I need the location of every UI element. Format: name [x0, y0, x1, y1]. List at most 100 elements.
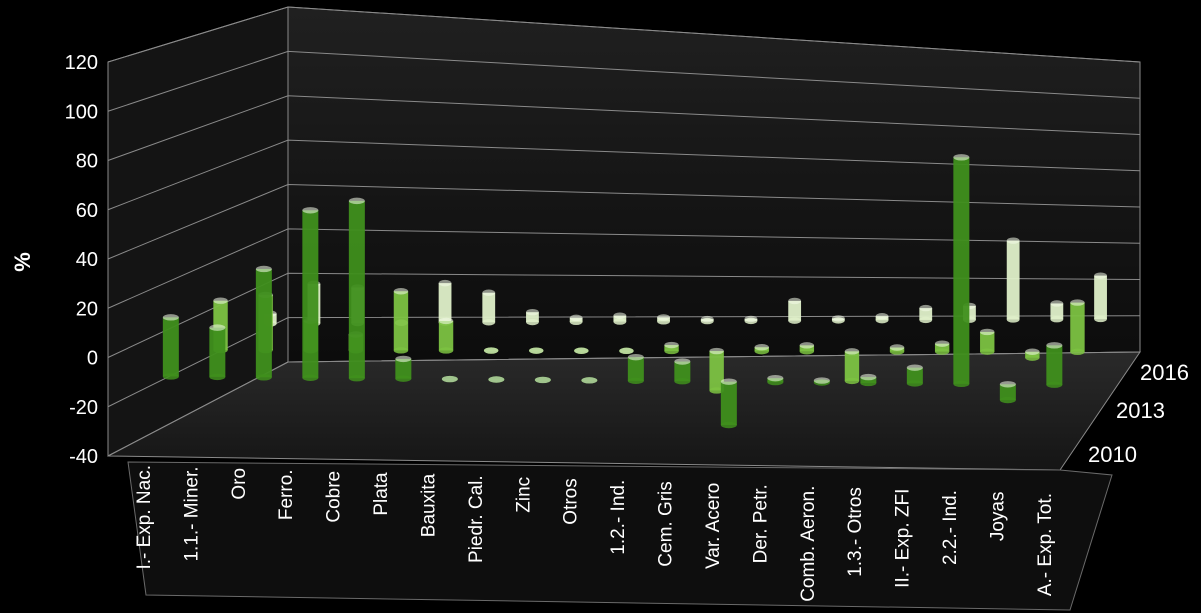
- bar-top: [569, 314, 583, 322]
- bar-top: [213, 297, 228, 304]
- x-tick-label: Plata: [371, 472, 392, 516]
- bar: [529, 347, 544, 354]
- bar-top: [799, 342, 815, 349]
- bar: [664, 341, 679, 355]
- bar: [1070, 299, 1085, 356]
- bar-bottom: [1006, 316, 1020, 323]
- bar-top: [302, 207, 319, 214]
- bar: [799, 342, 815, 355]
- bar-top: [1006, 237, 1020, 244]
- bar-top: [709, 347, 724, 355]
- x-tick-labels: I.- Exp. Nac. 1.1.- Miner. Oro Ferro. Cobre P…: [134, 465, 1056, 602]
- bar: [720, 378, 737, 429]
- gridline: [107, 228, 1141, 309]
- series-depth-label: 2016: [1140, 360, 1189, 385]
- bar: [831, 315, 845, 324]
- gridline: [107, 183, 1141, 260]
- gridline: [107, 6, 1141, 63]
- bar-top: [529, 347, 544, 354]
- bar-body: [953, 157, 970, 384]
- bar: [395, 355, 412, 382]
- bar-body: [1094, 275, 1107, 319]
- bar-bottom: [302, 374, 319, 381]
- series-depth-label: 2013: [1116, 398, 1165, 423]
- bar-bottom: [906, 380, 923, 387]
- bar-bottom: [860, 379, 877, 387]
- bar: [438, 317, 454, 354]
- floor-front: [127, 461, 1113, 611]
- bar: [844, 348, 860, 385]
- series-depth-labels: 2010 2013 2016: [1088, 360, 1189, 467]
- bar: [754, 344, 769, 355]
- bar: [393, 288, 409, 354]
- bar-bottom: [934, 348, 950, 355]
- bar: [1025, 348, 1040, 361]
- bar-top: [438, 279, 452, 287]
- x-tick-label: Cobre: [324, 471, 345, 523]
- bar-bottom: [255, 374, 272, 381]
- y-tick-label: 80: [76, 151, 98, 173]
- bar-bottom: [209, 373, 226, 381]
- bar: [569, 314, 583, 326]
- bar: [255, 265, 272, 381]
- x-tick-label: Zinc: [513, 477, 534, 513]
- bar-bottom: [482, 319, 496, 326]
- bar-bottom: [613, 318, 627, 325]
- bar: [788, 297, 802, 324]
- bar: [906, 364, 923, 387]
- bar: [483, 347, 499, 354]
- bar-body: [919, 308, 933, 320]
- x-tick-label: 1.3.- Otros: [845, 487, 866, 577]
- bar-body: [720, 381, 737, 426]
- bar-bottom: [674, 378, 691, 385]
- x-tick-label: 1.1.- Miner.: [181, 466, 202, 561]
- bar-top: [700, 315, 714, 323]
- x-tick-label: Oro: [229, 468, 250, 500]
- bar: [627, 353, 644, 384]
- bar-body: [906, 367, 923, 384]
- bar-top: [526, 308, 539, 316]
- bar-body: [255, 268, 272, 378]
- bar-body: [302, 210, 319, 378]
- bar-top: [627, 353, 644, 361]
- bar-body: [209, 327, 226, 377]
- bar-top: [934, 340, 950, 347]
- x-tick-label: II.- Exp. ZFI: [893, 489, 914, 588]
- bar: [999, 381, 1016, 404]
- bar-top: [483, 347, 499, 354]
- bars: [162, 154, 1107, 429]
- bar: [889, 344, 905, 355]
- bar-top: [1046, 342, 1063, 349]
- bar-top: [393, 288, 409, 295]
- bar: [934, 340, 950, 355]
- y-tick-label: 20: [76, 298, 98, 320]
- bar-body: [162, 317, 179, 377]
- bar-bottom: [999, 396, 1016, 404]
- bar-bottom: [664, 347, 679, 355]
- bar: [534, 376, 551, 384]
- bar-top: [813, 377, 830, 384]
- y-tick-labels: -40 -20 0 20 40 60 80 100 120: [65, 52, 98, 468]
- bar: [875, 313, 889, 324]
- bar-top: [534, 376, 551, 384]
- bar-bottom: [348, 374, 365, 382]
- bar-bottom: [1050, 316, 1064, 323]
- bar: [1046, 342, 1063, 388]
- bar-body: [980, 331, 995, 352]
- gridline: [107, 50, 1141, 112]
- bar: [860, 373, 877, 387]
- bar-top: [488, 376, 505, 383]
- bar-body: [709, 351, 724, 391]
- bar-top: [906, 364, 923, 371]
- bar-top: [844, 348, 860, 355]
- bar: [709, 347, 724, 394]
- x-tick-label: Bauxita: [418, 473, 439, 537]
- bar-body: [674, 361, 691, 382]
- bar: [674, 358, 691, 385]
- bar-top: [953, 154, 970, 161]
- x-tick-label: I.- Exp. Nac.: [134, 465, 155, 570]
- bar-top: [348, 197, 365, 205]
- bar-top: [767, 374, 784, 382]
- bar: [1050, 300, 1064, 323]
- bar-bottom: [844, 377, 860, 385]
